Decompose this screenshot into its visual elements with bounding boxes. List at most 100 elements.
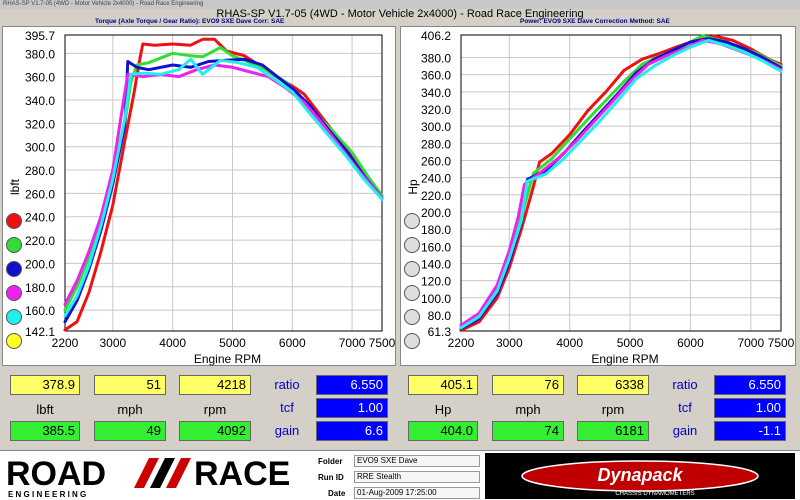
power-panel: 61.3 80.0 100.0 120.0 140.0 160.0 180.0 200.0 22… bbox=[400, 26, 796, 366]
run-dot-2[interactable] bbox=[404, 237, 420, 253]
torque-xtick-label-2: 4000 bbox=[159, 336, 186, 350]
gain-label: gain bbox=[274, 423, 300, 438]
power-xtick-label-1: 3000 bbox=[496, 336, 523, 350]
power-ytick-label-9: 240.0 bbox=[421, 172, 451, 186]
run-dot-yellow[interactable] bbox=[6, 333, 22, 349]
torque-chart: 142.1 160.0 180.0 200.0 220.0 240.0 260.0 280.0… bbox=[8, 29, 396, 366]
power-xtick-label-4: 6000 bbox=[677, 336, 704, 350]
dynapack-text: Dynapack bbox=[597, 465, 683, 485]
power-ytick-label-12: 300.0 bbox=[421, 120, 451, 134]
power-stats: 405.1 76 6338 Hp mph rpm 404.0 74 6181 r… bbox=[400, 372, 796, 447]
window-titlebar: RHAS-SP V1.7-05 (4WD - Motor Vehicle 2x4… bbox=[0, 0, 800, 9]
date-value: 01-Aug-2009 17:25:00 bbox=[354, 487, 480, 499]
run-dot-4[interactable] bbox=[404, 285, 420, 301]
runid-label: Run ID bbox=[318, 473, 344, 482]
power-subtitle: Power: EVO9 SXE Dave Correction Method: … bbox=[520, 18, 670, 25]
torque-peak-rpm: 4218 bbox=[179, 375, 251, 395]
torque-yaxis-label: lbft bbox=[8, 178, 22, 195]
folder-label: Folder bbox=[318, 457, 343, 466]
ratio-value-2: 6.550 bbox=[714, 375, 786, 395]
torque-xtick-label-4: 6000 bbox=[279, 336, 306, 350]
power-ytick-label-0: 61.3 bbox=[428, 325, 452, 339]
torque-unit-label: lbft bbox=[36, 402, 54, 417]
logo-road-text: ROAD bbox=[6, 455, 106, 493]
torque-subtitle: Torque (Axle Torque / Gear Ratio): EVO9 … bbox=[95, 18, 285, 25]
mph-unit-label: mph bbox=[117, 402, 143, 417]
dynapack-logo: Dynapack CHASSIS DYNAMOMETERS bbox=[485, 453, 795, 499]
torque-ytick-label-5: 240.0 bbox=[25, 211, 55, 225]
torque-ytick-label-10: 340.0 bbox=[25, 94, 55, 108]
torque-ytick-label-9: 320.0 bbox=[25, 117, 55, 131]
torque-xaxis-label: Engine RPM bbox=[194, 352, 261, 366]
torque-ytick-label-12: 380.0 bbox=[25, 47, 55, 61]
power-ytick-label-8: 220.0 bbox=[421, 189, 451, 203]
torque-peak-mph: 51 bbox=[94, 375, 166, 395]
torque-xtick-label-0: 2200 bbox=[52, 336, 79, 350]
power-ytick-label-1: 80.0 bbox=[428, 309, 452, 323]
torque-peak-rpm-2: 4092 bbox=[179, 421, 251, 441]
runid-value: RRE Stealth bbox=[354, 471, 480, 483]
torque-ytick-label-11: 360.0 bbox=[25, 71, 55, 85]
torque-xtick-label-1: 3000 bbox=[99, 336, 126, 350]
logo-race-text: RACE bbox=[194, 455, 290, 493]
power-unit-label: Hp bbox=[434, 402, 452, 417]
run-dot-magenta[interactable] bbox=[6, 285, 22, 301]
run-dot-blue[interactable] bbox=[6, 261, 22, 277]
tcf-value-2: 1.00 bbox=[714, 398, 786, 418]
gain-value: 6.6 bbox=[316, 421, 388, 441]
torque-peak-value-2: 385.5 bbox=[10, 421, 80, 441]
power-peak-rpm: 6338 bbox=[577, 375, 649, 395]
power-xtick-label-3: 5000 bbox=[617, 336, 644, 350]
torque-ytick-label-8: 300.0 bbox=[25, 141, 55, 155]
torque-ytick-label-3: 200.0 bbox=[25, 257, 55, 271]
power-ytick-label-5: 160.0 bbox=[421, 240, 451, 254]
torque-stats: 378.9 51 4218 lbft mph rpm 385.5 49 4092… bbox=[2, 372, 396, 447]
run-dot-3[interactable] bbox=[404, 261, 420, 277]
torque-ytick-label-1: 160.0 bbox=[25, 304, 55, 318]
rpm-unit-label: rpm bbox=[203, 402, 227, 417]
torque-ytick-label-4: 220.0 bbox=[25, 234, 55, 248]
torque-xtick-label-6: 7500 bbox=[369, 336, 396, 350]
run-dot-6[interactable] bbox=[404, 333, 420, 349]
power-peak-value: 405.1 bbox=[408, 375, 478, 395]
power-ytick-label-2: 100.0 bbox=[421, 292, 451, 306]
gain-label-2: gain bbox=[672, 423, 698, 438]
torque-series-line-3 bbox=[63, 63, 384, 306]
road-race-logo: ROAD RACE E N G I N E E R I N G bbox=[6, 455, 290, 499]
power-series-line-0 bbox=[459, 34, 783, 332]
power-ytick-label-14: 340.0 bbox=[421, 86, 451, 100]
torque-ytick-label-6: 260.0 bbox=[25, 187, 55, 201]
torque-xtick-label-3: 5000 bbox=[219, 336, 246, 350]
power-xtick-label-0: 2200 bbox=[448, 336, 475, 350]
power-peak-mph: 76 bbox=[492, 375, 564, 395]
run-dot-red[interactable] bbox=[6, 213, 22, 229]
logo-stripe-2 bbox=[150, 458, 175, 488]
run-dot-1[interactable] bbox=[404, 213, 420, 229]
ratio-label: ratio bbox=[274, 377, 300, 392]
torque-peak-mph-2: 49 bbox=[94, 421, 166, 441]
power-xtick-label-5: 7000 bbox=[737, 336, 764, 350]
run-dot-green[interactable] bbox=[6, 237, 22, 253]
torque-xtick-label-5: 7000 bbox=[339, 336, 366, 350]
torque-panel: 142.1 160.0 180.0 200.0 220.0 240.0 260.0 280.0… bbox=[2, 26, 396, 366]
torque-plot-frame bbox=[64, 34, 383, 332]
ratio-label-2: ratio bbox=[672, 377, 698, 392]
power-ytick-label-16: 380.0 bbox=[421, 51, 451, 65]
tcf-label-2: tcf bbox=[678, 400, 692, 415]
footer: ROAD RACE E N G I N E E R I N G Folder E… bbox=[0, 450, 800, 500]
logo-engineering-text: E N G I N E E R I N G bbox=[8, 490, 86, 499]
power-ytick-label-6: 180.0 bbox=[421, 223, 451, 237]
folder-value: EVO9 SXE Dave bbox=[354, 455, 480, 467]
torque-ytick-label-7: 280.0 bbox=[25, 164, 55, 178]
torque-ytick-label-2: 180.0 bbox=[25, 281, 55, 295]
rpm-unit-label-2: rpm bbox=[601, 402, 625, 417]
power-ytick-label-11: 280.0 bbox=[421, 137, 451, 151]
power-chart: 61.3 80.0 100.0 120.0 140.0 160.0 180.0 200.0 22… bbox=[406, 29, 795, 366]
run-dot-cyan[interactable] bbox=[6, 309, 22, 325]
power-peak-value-2: 404.0 bbox=[408, 421, 478, 441]
logo-stripe-1 bbox=[134, 458, 159, 488]
run-dot-5[interactable] bbox=[404, 309, 420, 325]
power-ytick-label-17: 406.2 bbox=[421, 29, 451, 43]
power-ytick-label-13: 320.0 bbox=[421, 103, 451, 117]
